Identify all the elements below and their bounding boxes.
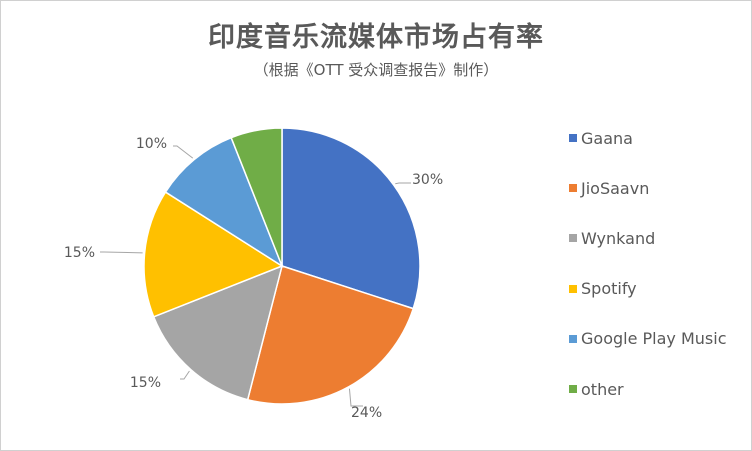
legend-item-google-play-music: Google Play Music [569, 314, 726, 364]
leader-line-jiosaavn [348, 388, 363, 407]
legend-item-wynkand: Wynkand [569, 213, 726, 263]
legend-swatch-jiosaavn [569, 184, 577, 193]
pie-slice-gaana [281, 127, 421, 310]
legend-label-other: other [581, 379, 624, 399]
pie-slice-google-play-music [164, 136, 284, 268]
data-label-jiosaavn: 24% [351, 405, 382, 421]
data-label-gaana: 30% [412, 172, 443, 188]
pie-slices [143, 127, 421, 405]
legend-label-spotify: Spotify [581, 279, 637, 299]
legend-swatch-gaana [569, 134, 577, 143]
legend: Gaana JioSaavn Wynkand Spotify Google Pl… [569, 113, 726, 414]
leader-line-wynkand [180, 370, 190, 380]
leader-lines [100, 145, 411, 407]
chart-subtitle: （根据《OTT 受众调查报告》制作） [253, 61, 499, 79]
chart-title: 印度音乐流媒体市场占有率 [208, 22, 544, 53]
legend-swatch-spotify [569, 284, 577, 293]
pie-slice-spotify [143, 191, 284, 318]
leader-line-spotify [100, 251, 143, 254]
legend-item-spotify: Spotify [569, 264, 726, 314]
legend-swatch-wynkand [569, 234, 577, 243]
legend-item-other: other [569, 364, 726, 414]
pie-slice-other [230, 127, 283, 267]
leader-line-google-play-music [173, 145, 194, 159]
data-label-google-play-music: 10% [136, 136, 167, 152]
legend-label-google-play-music: Google Play Music [581, 329, 727, 349]
legend-swatch-other [569, 385, 577, 394]
leader-line-gaana [395, 182, 411, 185]
data-label-wynkand: 15% [130, 375, 161, 391]
legend-item-gaana: Gaana [569, 113, 726, 163]
data-label-spotify: 15% [64, 245, 95, 261]
pie-slice-jiosaavn [246, 265, 415, 405]
legend-item-jiosaavn: JioSaavn [569, 163, 726, 213]
pie-slice-wynkand [152, 264, 284, 401]
data-labels: 30% 24% 15% 15% 10% [64, 136, 443, 421]
legend-label-gaana: Gaana [581, 128, 633, 148]
legend-swatch-google-play-music [569, 334, 577, 343]
legend-label-jiosaavn: JioSaavn [581, 178, 650, 198]
legend-label-wynkand: Wynkand [581, 228, 656, 248]
